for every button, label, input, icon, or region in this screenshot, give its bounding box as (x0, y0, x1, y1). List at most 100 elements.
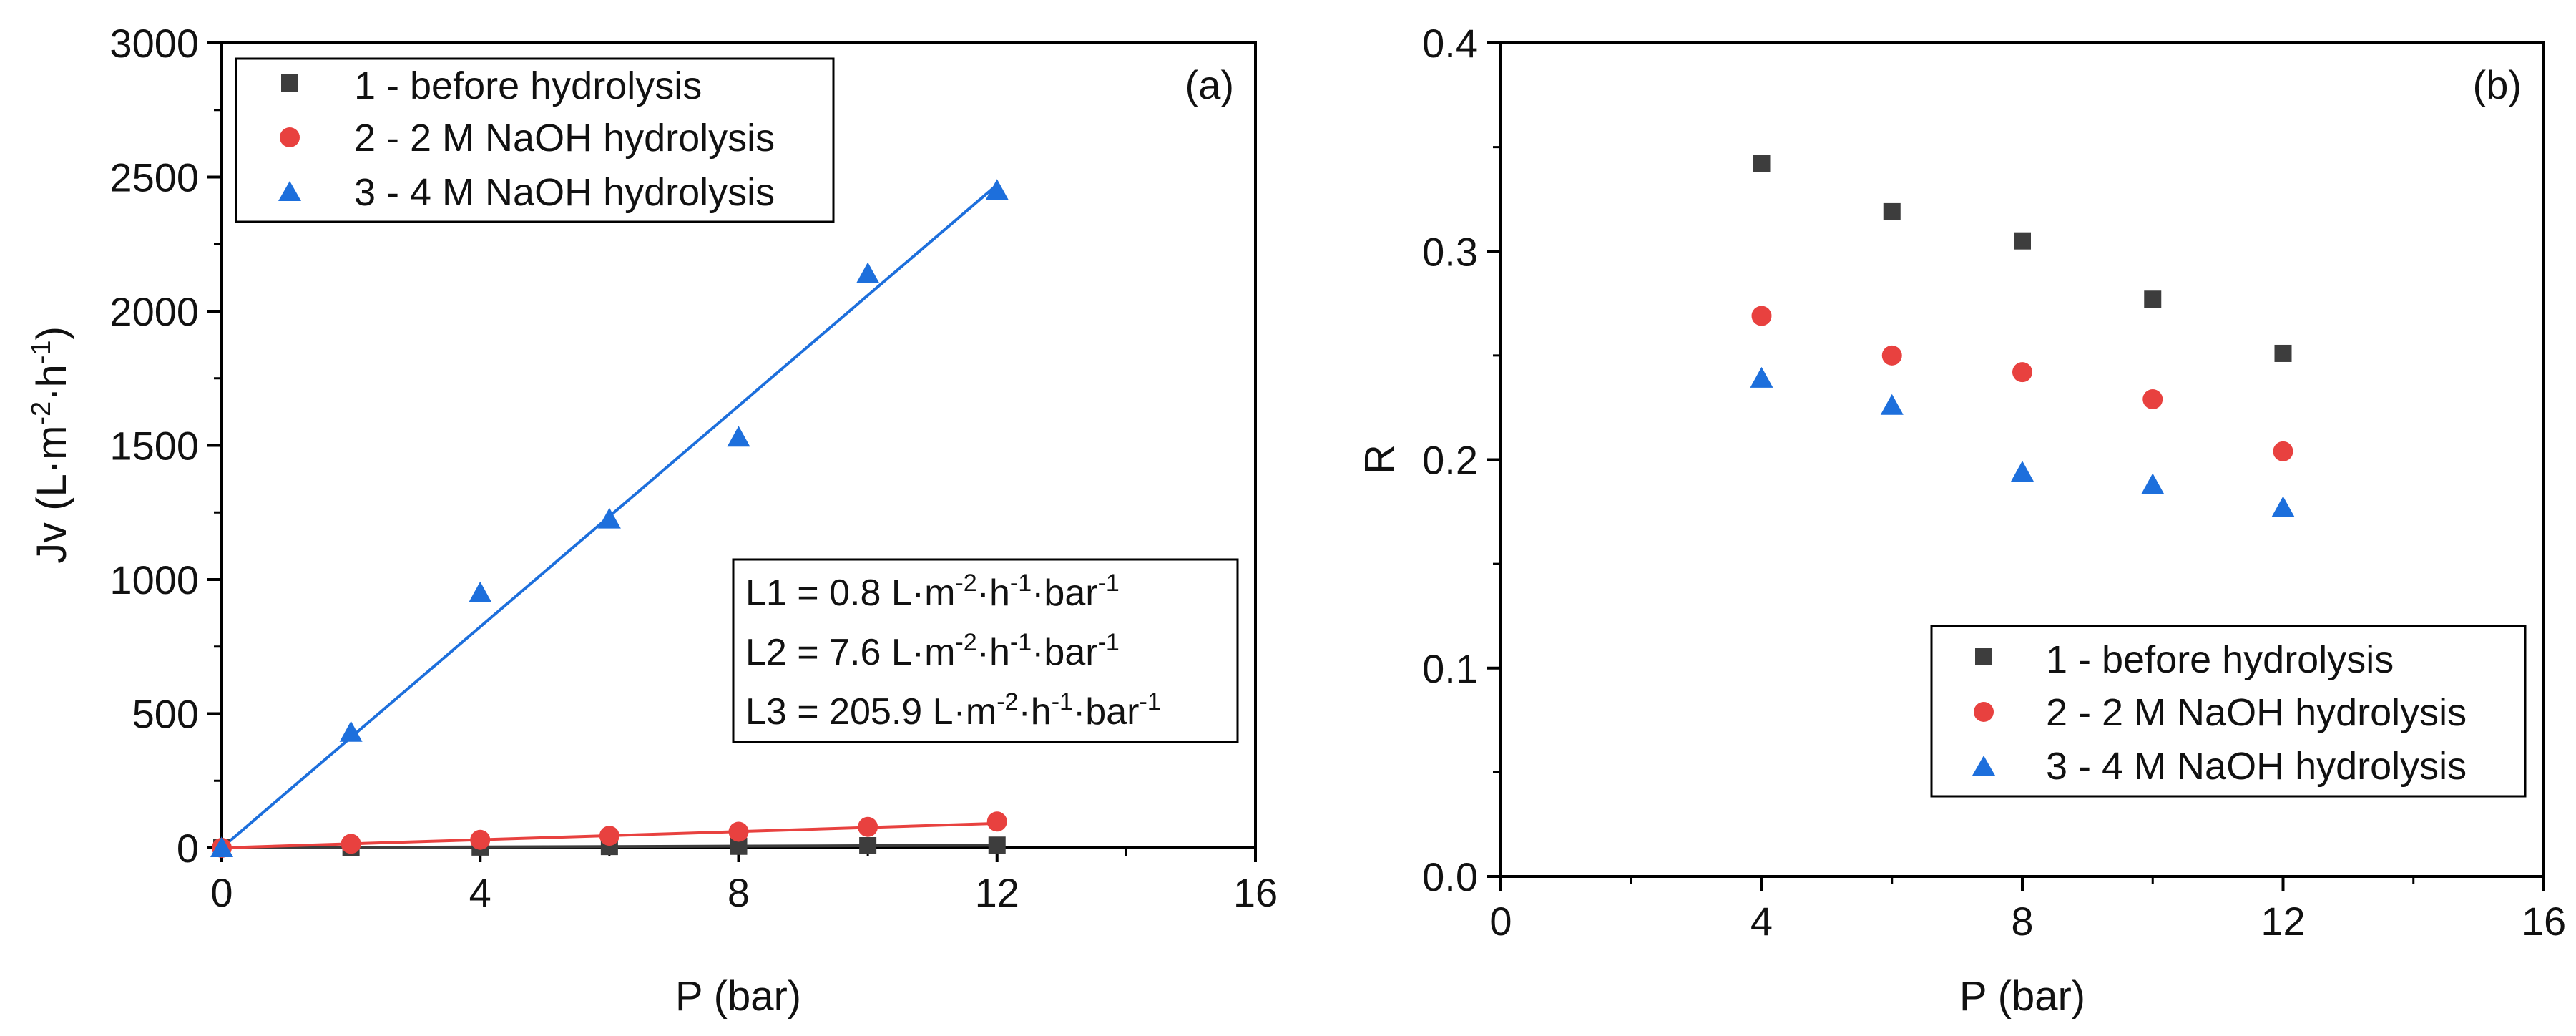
y-tick-label: 3000 (109, 21, 199, 66)
panel-a-jv-vs-pressure: 0 4 8 12 16 0 500 1000 1500 2000 2500 3000 (a) P (b… (26, 21, 1278, 1020)
data-point-series-3 (597, 507, 621, 529)
data-point-series-3 (2011, 460, 2034, 482)
legend-marker-circle (1974, 702, 1994, 722)
annotation-l3-exp2: -1 (1052, 688, 1073, 715)
data-point-series-2 (599, 826, 619, 846)
y-tick-label: 0 (177, 826, 199, 871)
data-point-series-2 (2012, 362, 2032, 383)
annotation-l3-exp3: -1 (1139, 688, 1160, 715)
legend-marker-triangle (1972, 756, 1995, 776)
panel-a-label: (a) (1185, 62, 1234, 107)
annotation-l2-bar: ·bar (1032, 632, 1097, 673)
annotation-l1-text: L1 = 0.8 L·m (745, 572, 955, 614)
panel-a-y-axis-label: Jv (L·m-2·h-1) (26, 326, 75, 564)
annotation-line-3: L3 = 205.9 L·m-2·h-1·bar-1 (745, 688, 1161, 733)
legend-item-3: 3 - 4 M NaOH hydrolysis (354, 171, 775, 214)
data-point-series-2 (986, 811, 1007, 832)
data-point-series-3 (727, 426, 750, 447)
y-tick-label: 1000 (109, 557, 199, 602)
annotation-l1-exp1: -2 (955, 570, 976, 597)
panel-a-permeability-annotation: L1 = 0.8 L·m-2·h-1·bar-1 L2 = 7.6 L·m-2·… (732, 558, 1239, 743)
data-point-series-2 (2273, 441, 2293, 461)
legend-marker-square (1975, 648, 1992, 665)
x-tick-label: 16 (1233, 870, 1278, 915)
legend-item-2: 2 - 2 M NaOH hydrolysis (2046, 691, 2467, 734)
panel-a-legend: 1 - before hydrolysis 2 - 2 M NaOH hydro… (235, 57, 835, 223)
data-point-series-3 (469, 581, 492, 602)
data-point-series-3 (2271, 496, 2295, 517)
panel-a-y-label-base: Jv (L·m (29, 426, 75, 564)
annotation-l2-exp2: -1 (1010, 629, 1032, 656)
annotation-line-1: L1 = 0.8 L·m-2·h-1·bar-1 (745, 570, 1120, 614)
annotation-l1-h: ·h (977, 572, 1010, 614)
x-tick-label: 16 (2522, 899, 2566, 944)
panel-a-y-label-end: ) (29, 326, 75, 340)
annotation-l2-exp1: -2 (955, 629, 976, 656)
data-point-series-1 (2274, 344, 2292, 362)
data-point-series-3 (856, 262, 880, 283)
x-tick-label: 0 (210, 870, 232, 915)
panel-a-data-points (210, 179, 1009, 858)
data-point-series-3 (2141, 473, 2165, 494)
y-tick-label: 1500 (109, 424, 199, 469)
y-tick-label: 2500 (109, 155, 199, 200)
panel-b-data-points (1750, 155, 2295, 517)
panel-a-y-label-mid: ·h (29, 364, 75, 401)
x-tick-label: 12 (975, 870, 1019, 915)
annotation-l1-exp3: -1 (1098, 570, 1120, 597)
annotation-box (732, 558, 1239, 743)
annotation-l2-h: ·h (977, 632, 1010, 673)
annotation-l1-exp2: -1 (1010, 570, 1032, 597)
x-tick-label: 8 (2011, 899, 2033, 944)
data-point-series-3 (339, 720, 363, 742)
data-point-series-2 (1881, 345, 1902, 366)
data-point-series-2 (858, 816, 878, 837)
panel-a-y-label-exp2: -1 (26, 340, 57, 364)
data-point-series-2 (728, 821, 749, 842)
legend-marker-triangle (278, 181, 301, 201)
panel-a-y-label-exp1: -2 (26, 401, 57, 426)
panel-a-x-axis-label: P (bar) (675, 973, 801, 1020)
annotation-l1-bar: ·bar (1032, 572, 1097, 614)
x-tick-label: 8 (728, 870, 750, 915)
y-tick-label: 0.4 (1422, 21, 1478, 66)
legend-marker-circle (280, 127, 300, 147)
panel-a-axis-ticks: 0 4 8 12 16 0 500 1000 1500 2000 2500 3000 (109, 21, 1278, 915)
data-point-series-3 (985, 179, 1009, 200)
data-point-series-3 (1880, 394, 1904, 415)
y-tick-label: 0.2 (1422, 438, 1478, 483)
legend-marker-square (281, 74, 298, 92)
panel-b-legend-box (1930, 625, 2527, 798)
data-point-series-1 (859, 837, 877, 854)
panel-b-r-vs-pressure: 0 4 8 12 16 0.0 0.1 0.2 0.3 0.4 (b) P (bar) R 1 -… (1356, 21, 2566, 1020)
data-point-series-3 (1750, 366, 1773, 388)
data-point-series-3 (210, 836, 233, 857)
legend-item-2: 2 - 2 M NaOH hydrolysis (354, 117, 775, 160)
y-tick-label: 2000 (109, 289, 199, 334)
y-tick-label: 500 (132, 692, 199, 737)
y-tick-label: 0.3 (1422, 229, 1478, 274)
annotation-l3-bar: ·bar (1073, 691, 1139, 733)
data-point-series-2 (2142, 389, 2163, 410)
panel-b-y-axis-label: R (1356, 444, 1403, 474)
y-tick-label: 0.0 (1422, 854, 1478, 899)
x-tick-label: 0 (1489, 899, 1512, 944)
legend-item-1: 1 - before hydrolysis (2046, 638, 2394, 681)
data-point-series-1 (2144, 290, 2162, 308)
annotation-line-2: L2 = 7.6 L·m-2·h-1·bar-1 (745, 629, 1120, 673)
annotation-l2-exp3: -1 (1098, 629, 1120, 656)
x-tick-label: 12 (2261, 899, 2305, 944)
data-point-series-1 (2014, 232, 2031, 250)
data-point-series-2 (470, 829, 491, 850)
x-tick-label: 4 (1750, 899, 1773, 944)
legend-item-1: 1 - before hydrolysis (354, 64, 702, 107)
data-point-series-1 (988, 836, 1006, 854)
panel-b-label: (b) (2473, 62, 2522, 107)
data-point-series-1 (1883, 202, 1901, 220)
annotation-l2-text: L2 = 7.6 L·m (745, 632, 955, 673)
annotation-l3-h: ·h (1018, 691, 1051, 733)
panel-b-axis-ticks: 0 4 8 12 16 0.0 0.1 0.2 0.3 0.4 (1422, 21, 2566, 944)
data-point-series-2 (1751, 306, 1772, 326)
panel-b-legend: 1 - before hydrolysis 2 - 2 M NaOH hydro… (1930, 625, 2527, 798)
